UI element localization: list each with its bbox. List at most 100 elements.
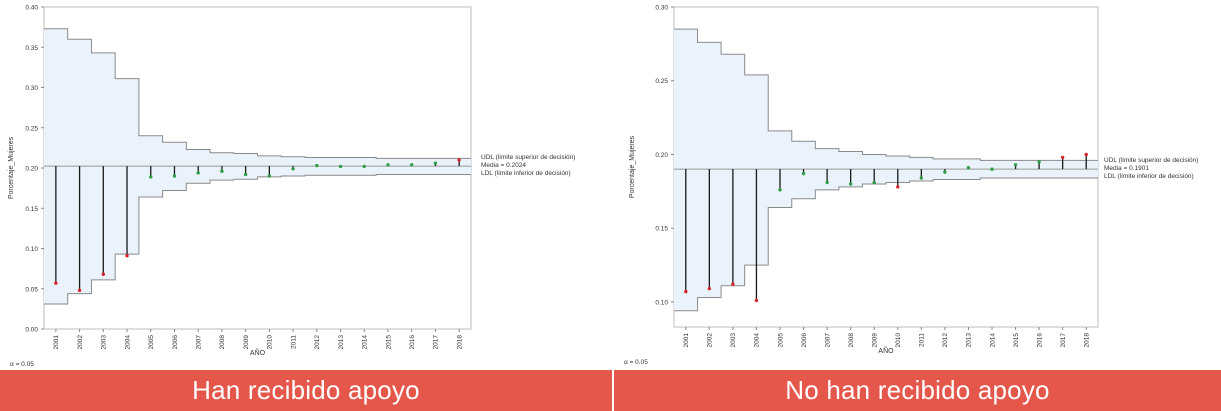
- x-tick-label: 2014: [989, 333, 996, 348]
- point-2018: [1084, 152, 1088, 157]
- point-2004: [125, 254, 129, 258]
- point-2012: [943, 170, 947, 174]
- x-tick-label: 2015: [385, 335, 392, 350]
- ldl-line: [44, 173, 471, 305]
- x-tick-label: 2016: [409, 335, 416, 350]
- point-2006: [801, 171, 806, 176]
- point-2016: [1037, 160, 1041, 164]
- point-2007: [196, 171, 200, 175]
- x-tick-label: 2013: [966, 333, 973, 348]
- point-2006: [172, 174, 177, 178]
- x-tick-label: 2003: [730, 333, 737, 348]
- alpha-note: α = 0.05: [10, 361, 34, 368]
- x-tick-label: 2003: [101, 335, 108, 350]
- point-2014: [362, 164, 366, 169]
- point-2018: [457, 158, 461, 162]
- x-tick-label: 2001: [53, 335, 60, 350]
- point-2009: [872, 180, 876, 185]
- x-tick-label: 2009: [872, 333, 879, 348]
- y-axis-title: Porcentaje_Mujeres: [8, 136, 15, 199]
- point-2012: [315, 163, 319, 168]
- point-2007: [825, 180, 829, 185]
- y-tick-label: 0.10: [655, 299, 668, 306]
- point-2015: [1013, 163, 1018, 167]
- point-2017: [433, 161, 438, 165]
- point-2009: [243, 172, 248, 177]
- y-tick-label: 0.00: [25, 327, 38, 334]
- y-tick-label: 0.35: [25, 45, 38, 52]
- x-tick-label: 2017: [1060, 333, 1067, 348]
- point-2013: [966, 166, 971, 170]
- point-2005: [149, 175, 153, 179]
- x-tick-label: 2004: [124, 335, 131, 350]
- banner-no-apoyo: No han recibido apoyo: [614, 370, 1221, 411]
- x-tick-label: 2004: [754, 333, 761, 348]
- x-tick-label: 2002: [77, 335, 84, 350]
- point-2001: [54, 281, 58, 285]
- udl-line: [674, 28, 1098, 161]
- point-2010: [896, 185, 900, 189]
- decision-band: [674, 29, 1098, 311]
- point-2004: [754, 298, 759, 303]
- y-tick-label: 0.15: [655, 226, 668, 233]
- point-2003: [101, 272, 106, 276]
- point-2015: [386, 163, 390, 167]
- x-tick-label: 2009: [243, 335, 250, 350]
- point-2013: [338, 164, 343, 169]
- y-tick-label: 0.30: [655, 5, 668, 12]
- x-tick-label: 2012: [314, 335, 321, 350]
- banner-divider: [612, 370, 614, 411]
- legend-ldl: LDL (límite inferior de decisión): [1104, 173, 1194, 180]
- x-tick-label: 2008: [848, 333, 855, 348]
- point-2003: [731, 282, 735, 286]
- x-axis-title: AÑO: [250, 348, 266, 357]
- x-tick-label: 2012: [942, 333, 949, 348]
- udl-line: [44, 28, 471, 159]
- y-tick-label: 0.30: [25, 85, 38, 92]
- x-tick-label: 2011: [290, 335, 297, 349]
- x-tick-label: 2008: [219, 335, 226, 350]
- point-2002: [77, 288, 82, 293]
- y-tick-label: 0.10: [25, 246, 38, 253]
- y-axis-title: Porcentaje_Mujeres: [629, 135, 636, 198]
- x-tick-label: 2013: [338, 335, 345, 350]
- x-tick-label: 2011: [919, 333, 926, 347]
- point-2002: [707, 286, 712, 291]
- anom-chart-apoyo: 0.00 0.05 0.10 0.15 0.20 0.25 0.30 0.35 0.40 2001…: [8, 5, 575, 369]
- y-tick-label: 0.05: [25, 286, 38, 293]
- legend-udl: UDL (límite superior de decisión): [481, 154, 575, 161]
- chart-panel-apoyo: 0.00 0.05 0.10 0.15 0.20 0.25 0.30 0.35 0.40 2001…: [0, 5, 612, 411]
- x-tick-label: 2006: [172, 335, 179, 350]
- point-2016: [409, 163, 414, 167]
- point-2008: [848, 182, 853, 186]
- x-tick-label: 2006: [801, 333, 808, 348]
- alpha-note: α = 0.05: [624, 359, 648, 366]
- x-tick-label: 2015: [1013, 333, 1020, 348]
- x-tick-label: 2018: [1084, 333, 1091, 348]
- x-tick-label: 2007: [824, 333, 831, 348]
- point-2010: [267, 174, 272, 178]
- point-2005: [778, 188, 782, 192]
- y-tick-label: 0.25: [25, 125, 38, 132]
- x-tick-label: 2005: [777, 333, 784, 348]
- x-tick-label: 2014: [362, 335, 369, 350]
- x-tick-label: 2016: [1036, 333, 1043, 348]
- legend-udl: UDL (límite superior de decisión): [1104, 157, 1198, 164]
- anom-chart-no-apoyo: 0.10 0.15 0.20 0.25 0.30 2001 2002 2003 2004 2005…: [624, 5, 1198, 367]
- banner-apoyo: Han recibido apoyo: [0, 370, 612, 411]
- y-tick-label: 0.40: [25, 5, 38, 12]
- x-tick-label: 2018: [456, 335, 463, 350]
- point-2017: [1060, 155, 1065, 160]
- point-2014: [990, 167, 994, 171]
- y-tick-label: 0.15: [25, 206, 38, 213]
- y-tick-label: 0.25: [655, 78, 668, 85]
- ldl-line: [674, 177, 1098, 312]
- x-axis-title: AÑO: [878, 346, 894, 355]
- point-2001: [684, 289, 688, 294]
- x-tick-label: 2002: [707, 333, 714, 348]
- x-tick-label: 2010: [267, 335, 274, 350]
- x-tick-label: 2001: [683, 333, 690, 348]
- y-tick-label: 0.20: [25, 166, 38, 173]
- legend-media: Media = 0.1901: [1104, 165, 1149, 172]
- point-2008: [220, 169, 224, 173]
